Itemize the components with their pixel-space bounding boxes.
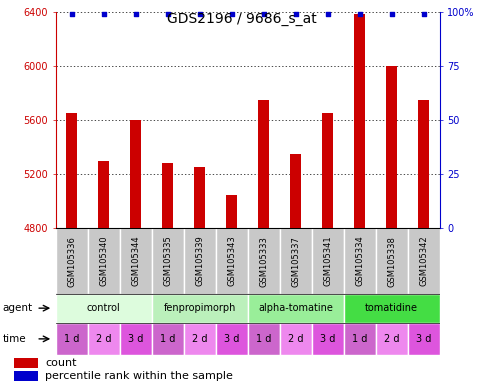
Text: GSM105340: GSM105340 xyxy=(99,236,108,286)
Text: GSM105337: GSM105337 xyxy=(291,236,300,286)
Point xyxy=(260,11,268,17)
Text: 1 d: 1 d xyxy=(64,334,79,344)
Text: GSM105335: GSM105335 xyxy=(163,236,172,286)
Text: 2 d: 2 d xyxy=(96,334,111,344)
Point xyxy=(292,11,299,17)
Bar xyxy=(418,100,429,228)
Text: GSM105343: GSM105343 xyxy=(227,236,236,286)
Point xyxy=(324,11,331,17)
Bar xyxy=(66,113,77,228)
Text: GDS2196 / 9686_s_at: GDS2196 / 9686_s_at xyxy=(167,12,316,25)
Text: GSM105333: GSM105333 xyxy=(259,236,268,286)
Point xyxy=(420,11,427,17)
Bar xyxy=(14,358,38,368)
Bar xyxy=(376,228,408,294)
Text: alpha-tomatine: alpha-tomatine xyxy=(258,303,333,313)
Text: GSM105338: GSM105338 xyxy=(387,236,396,286)
Text: count: count xyxy=(45,358,77,368)
Bar xyxy=(280,323,312,355)
Bar xyxy=(312,228,343,294)
Text: GSM105336: GSM105336 xyxy=(67,236,76,286)
Text: GSM105341: GSM105341 xyxy=(323,236,332,286)
Bar xyxy=(226,195,237,228)
Bar xyxy=(56,323,87,355)
Bar xyxy=(14,371,38,381)
Bar xyxy=(408,323,440,355)
Text: 3 d: 3 d xyxy=(320,334,335,344)
Bar xyxy=(248,228,280,294)
Text: 1 d: 1 d xyxy=(256,334,271,344)
Text: GSM105334: GSM105334 xyxy=(355,236,364,286)
Point xyxy=(196,11,203,17)
Bar xyxy=(152,323,184,355)
Bar xyxy=(312,323,343,355)
Text: agent: agent xyxy=(2,303,32,313)
Text: GSM105344: GSM105344 xyxy=(131,236,140,286)
Text: GSM105342: GSM105342 xyxy=(419,236,428,286)
Bar xyxy=(194,167,205,228)
Bar xyxy=(184,228,215,294)
Point xyxy=(355,11,363,17)
Bar xyxy=(258,100,269,228)
Text: control: control xyxy=(86,303,120,313)
Text: 2 d: 2 d xyxy=(192,334,207,344)
Bar xyxy=(120,323,152,355)
Point xyxy=(99,11,107,17)
Bar xyxy=(280,228,312,294)
Text: percentile rank within the sample: percentile rank within the sample xyxy=(45,371,233,381)
Bar xyxy=(386,66,397,228)
Bar xyxy=(215,228,248,294)
Bar xyxy=(343,323,376,355)
Bar xyxy=(87,228,120,294)
Bar xyxy=(343,228,376,294)
Point xyxy=(132,11,140,17)
Text: 2 d: 2 d xyxy=(384,334,399,344)
Text: 3 d: 3 d xyxy=(128,334,143,344)
Text: 1 d: 1 d xyxy=(160,334,175,344)
Bar xyxy=(376,323,408,355)
Bar xyxy=(152,228,184,294)
Bar xyxy=(56,294,152,323)
Bar xyxy=(215,323,248,355)
Text: 3 d: 3 d xyxy=(224,334,239,344)
Point xyxy=(227,11,235,17)
Bar xyxy=(354,14,365,228)
Bar xyxy=(56,228,87,294)
Text: 2 d: 2 d xyxy=(288,334,303,344)
Bar xyxy=(343,294,440,323)
Text: GSM105339: GSM105339 xyxy=(195,236,204,286)
Bar xyxy=(408,228,440,294)
Bar xyxy=(152,294,248,323)
Text: time: time xyxy=(2,334,26,344)
Text: 1 d: 1 d xyxy=(352,334,367,344)
Point xyxy=(164,11,171,17)
Text: fenpropimorph: fenpropimorph xyxy=(163,303,236,313)
Text: 3 d: 3 d xyxy=(416,334,431,344)
Point xyxy=(388,11,396,17)
Bar xyxy=(87,323,120,355)
Bar xyxy=(120,228,152,294)
Point xyxy=(68,11,75,17)
Bar xyxy=(248,323,280,355)
Text: tomatidine: tomatidine xyxy=(365,303,418,313)
Bar xyxy=(248,294,343,323)
Bar xyxy=(162,164,173,228)
Bar xyxy=(98,161,109,228)
Bar xyxy=(290,154,301,228)
Bar xyxy=(130,120,141,228)
Bar xyxy=(322,113,333,228)
Bar xyxy=(184,323,215,355)
